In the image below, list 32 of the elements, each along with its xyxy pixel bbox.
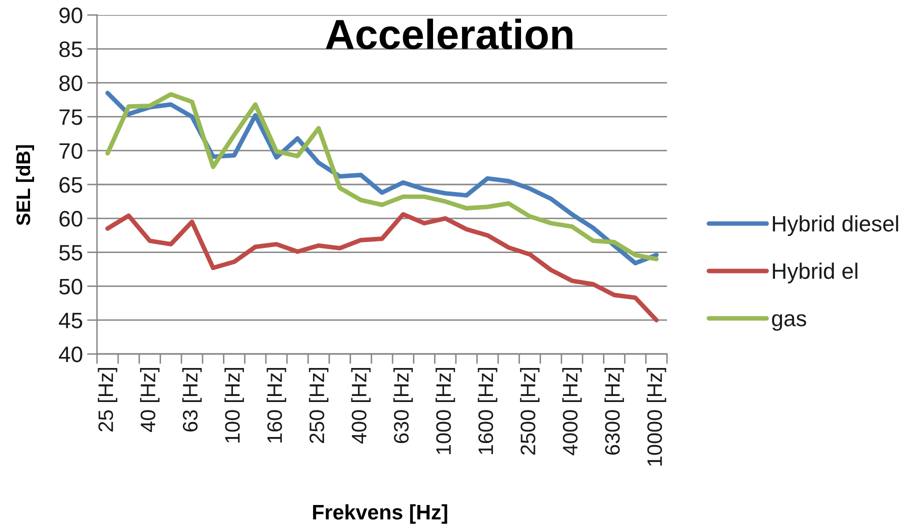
- x-tick-label: 400 [Hz]: [351, 368, 371, 444]
- x-tick-label: 630 [Hz]: [393, 368, 413, 444]
- y-tick-label: 85: [59, 41, 82, 58]
- x-axis-title: Frekvens [Hz]: [313, 504, 448, 524]
- y-tick-label: 40: [58, 346, 82, 362]
- x-tick-label: 25 [Hz]: [98, 368, 118, 432]
- legend-label: gas: [772, 314, 806, 331]
- x-tick-label: 250 [Hz]: [308, 368, 328, 444]
- y-tick-label: 60: [60, 210, 82, 227]
- legend-label: Hybrid diesel: [772, 215, 898, 236]
- line-series: [105, 212, 659, 322]
- x-tick-label: 1600 [Hz]: [478, 368, 498, 454]
- y-tick-label: 65: [60, 177, 82, 193]
- x-tick-label: 4000 [Hz]: [562, 368, 582, 456]
- x-tick-label: 160 [Hz]: [266, 368, 286, 442]
- y-tick-label: 55: [59, 245, 82, 261]
- x-tick-label: 100 [Hz]: [224, 368, 244, 442]
- y-tick-label: 80: [59, 75, 82, 92]
- y-tick-label: 45: [58, 312, 82, 328]
- x-tick-label: 1000 [Hz]: [436, 368, 456, 454]
- chart-title: Acceleration: [326, 18, 572, 50]
- x-tick-label: 2500 [Hz]: [520, 368, 540, 455]
- y-tick-label: 50: [59, 278, 82, 294]
- y-tick-label: 75: [60, 109, 82, 125]
- legend-label: Hybrid el: [772, 262, 858, 284]
- y-tick-label: 90: [59, 8, 82, 24]
- y-axis-title: SEL [dB]: [16, 145, 34, 226]
- x-tick-label: 10000 [Hz]: [646, 368, 666, 466]
- y-tick-label: 70: [60, 143, 82, 159]
- x-tick-label: 40 [Hz]: [140, 368, 160, 432]
- x-tick-label: 63 [Hz]: [182, 368, 202, 432]
- x-tick-label: 6300 [Hz]: [604, 368, 624, 455]
